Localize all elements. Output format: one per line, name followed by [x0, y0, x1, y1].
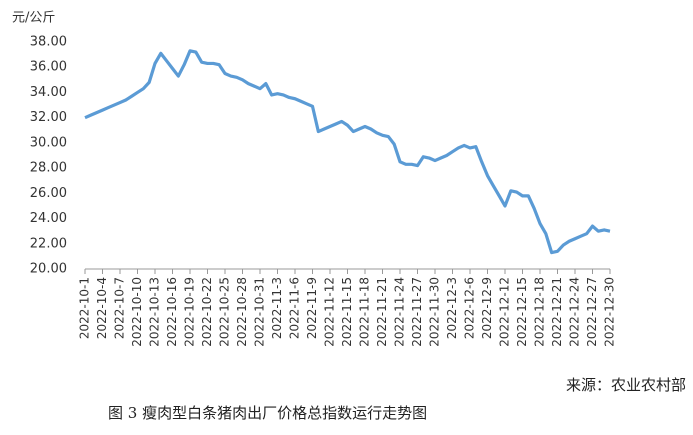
x-tick-label: 2022-10-25: [218, 277, 232, 347]
x-tick-label: 2022-11-21: [375, 277, 389, 347]
x-tick-label: 2022-10-7: [113, 277, 127, 339]
x-tick-label: 2022-11-18: [358, 277, 372, 347]
y-tick-label: 28.00: [30, 161, 67, 176]
x-tick-label: 2022-12-12: [498, 277, 512, 347]
y-tick-label: 20.00: [30, 262, 67, 277]
x-tick-label: 2022-10-10: [130, 277, 144, 347]
x-tick-label: 2022-12-24: [568, 277, 582, 347]
x-tick-label: 2022-10-28: [235, 277, 249, 347]
x-tick-label: 2022-10-16: [165, 277, 179, 347]
x-tick-label: 2022-12-21: [550, 277, 564, 347]
x-tick-label: 2022-10-31: [253, 277, 267, 347]
x-tick-label: 2022-12-30: [603, 277, 617, 347]
source: 来源：农业农村部: [566, 376, 686, 394]
x-tick-label: 2022-11-15: [340, 277, 354, 347]
series-line: [84, 49, 611, 255]
y-tick-label: 24.00: [30, 211, 67, 226]
y-tick-label: 22.00: [30, 236, 67, 251]
x-tick-label: 2022-12-18: [533, 277, 547, 347]
y-tick-label: 34.00: [30, 85, 67, 100]
x-tick-label: 2022-11-30: [428, 277, 442, 347]
x-tick-label: 2022-12-9: [480, 277, 494, 339]
x-tick-label: 2022-11-27: [410, 277, 424, 347]
x-tick-label: 2022-11-6: [288, 277, 302, 339]
caption: 图 3 瘦肉型白条猪肉出厂价格总指数运行走势图: [108, 404, 427, 422]
y-tick-label: 30.00: [30, 135, 67, 150]
x-tick-label: 2022-11-9: [305, 277, 319, 339]
y-tick-label: 38.00: [30, 35, 67, 50]
x-tick-label: 2022-10-4: [95, 277, 109, 339]
x-tick-label: 2022-12-15: [515, 277, 529, 347]
y-tick-label: 26.00: [30, 186, 67, 201]
y-axis-label: 元/公斤: [12, 11, 55, 26]
x-tick-label: 2022-10-1: [78, 277, 92, 339]
y-tick-label: 36.00: [30, 60, 67, 75]
x-tick-label: 2022-12-3: [445, 277, 459, 339]
y-tick-label: 32.00: [30, 110, 67, 125]
x-tick-label: 2022-11-24: [393, 277, 407, 347]
x-tick-label: 2022-10-22: [200, 277, 214, 347]
x-tick-label: 2022-11-3: [270, 277, 284, 339]
x-tick-label: 2022-11-12: [323, 277, 337, 347]
x-tick-label: 2022-10-19: [183, 277, 197, 347]
x-tick-label: 2022-10-13: [148, 277, 162, 347]
x-tick-label: 2022-12-6: [463, 277, 477, 339]
x-tick-label: 2022-12-27: [585, 277, 599, 347]
